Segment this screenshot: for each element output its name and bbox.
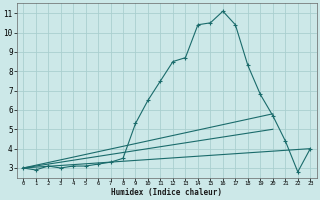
X-axis label: Humidex (Indice chaleur): Humidex (Indice chaleur) — [111, 188, 222, 197]
